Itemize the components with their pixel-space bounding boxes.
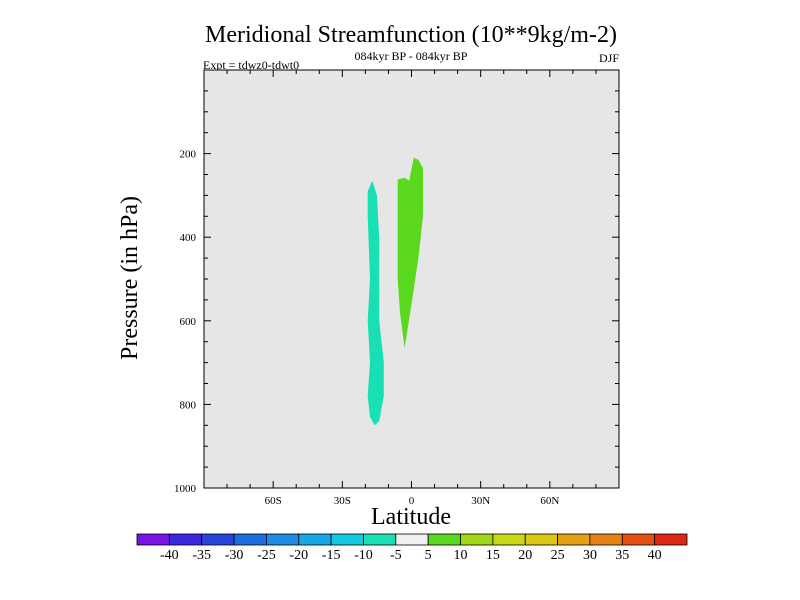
y-tick-label: 400 <box>180 232 197 244</box>
experiment-label: Expt = tdwz0-tdwt0 <box>203 58 299 72</box>
x-axis-label: Latitude <box>371 504 451 530</box>
contour-region-1 <box>367 180 384 426</box>
colorbar-label: 10 <box>454 548 468 563</box>
colorbar-label: 30 <box>583 548 597 563</box>
colorbar-label: 5 <box>425 548 432 563</box>
colorbar-box <box>136 533 170 546</box>
y-tick-label: 600 <box>180 316 197 328</box>
colorbar-label: -25 <box>257 548 276 563</box>
colorbar: -40 -35 -30 -25 -20 -15 -10 -5 5 10 15 20 25 30 35 40 <box>136 533 688 563</box>
y-tick-label: 1000 <box>174 483 197 495</box>
x-tick-label: 30N <box>471 495 490 507</box>
colorbar-label: -40 <box>160 548 179 563</box>
chart-subtitle: 084kyr BP - 084kyr BP <box>355 49 468 63</box>
y-tick-label: 800 <box>180 399 197 411</box>
colorbar-box <box>330 533 364 546</box>
y-tick-label: 200 <box>180 149 197 161</box>
colorbar-box <box>395 533 429 546</box>
colorbar-box <box>621 533 656 546</box>
contour-region-2 <box>397 157 423 348</box>
colorbar-label: 40 <box>648 548 662 563</box>
colorbar-box <box>266 533 300 546</box>
colorbar-label: -15 <box>322 548 341 563</box>
colorbar-box <box>201 533 235 546</box>
colorbar-label: -5 <box>390 548 402 563</box>
colorbar-label: -30 <box>225 548 244 563</box>
colorbar-box <box>233 533 267 546</box>
colorbar-label: 25 <box>551 548 565 563</box>
colorbar-box <box>589 533 623 546</box>
colorbar-box <box>492 533 526 546</box>
contour-regions <box>367 157 423 426</box>
colorbar-box <box>298 533 332 546</box>
colorbar-box <box>427 533 461 546</box>
colorbar-box <box>654 533 688 546</box>
colorbar-box <box>557 533 591 546</box>
colorbar-label: 20 <box>518 548 532 563</box>
colorbar-label: -20 <box>289 548 308 563</box>
colorbar-label: -10 <box>354 548 373 563</box>
x-tick-label: 60N <box>540 495 559 507</box>
x-tick-label: 0 <box>409 495 415 507</box>
colorbar-box <box>168 533 203 546</box>
colorbar-label: 35 <box>615 548 629 563</box>
colorbar-box <box>363 533 397 546</box>
season-label: DJF <box>599 51 619 65</box>
x-tick-label: 30S <box>334 495 351 507</box>
colorbar-box <box>460 533 494 546</box>
y-axis-label: Pressure (in hPa) <box>117 196 143 360</box>
x-tick-label: 60S <box>265 495 282 507</box>
colorbar-label: 15 <box>486 548 500 563</box>
colorbar-box <box>524 533 558 546</box>
colorbar-label: -35 <box>192 548 211 563</box>
axis-ticks: 60S 30S 0 30N 60N 200 400 600 800 1000 <box>174 70 619 507</box>
chart-title: Meridional Streamfunction (10**9kg/m-2) <box>205 22 617 48</box>
